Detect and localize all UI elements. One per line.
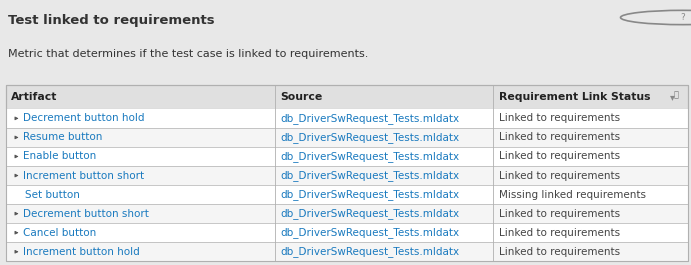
Text: db_DriverSwRequest_Tests.mldatx: db_DriverSwRequest_Tests.mldatx [281,113,460,124]
Text: ▾: ▾ [670,92,675,102]
Text: Linked to requirements: Linked to requirements [499,152,620,161]
Text: Test linked to requirements: Test linked to requirements [8,14,215,27]
Text: db_DriverSwRequest_Tests.mldatx: db_DriverSwRequest_Tests.mldatx [281,208,460,219]
Text: Increment button hold: Increment button hold [23,247,140,257]
Text: Enable button: Enable button [23,152,96,161]
Text: Linked to requirements: Linked to requirements [499,247,620,257]
Text: Increment button short: Increment button short [23,171,144,180]
Text: db_DriverSwRequest_Tests.mldatx: db_DriverSwRequest_Tests.mldatx [281,132,460,143]
Text: Requirement Link Status: Requirement Link Status [499,92,650,102]
FancyBboxPatch shape [6,223,688,242]
Text: db_DriverSwRequest_Tests.mldatx: db_DriverSwRequest_Tests.mldatx [281,246,460,257]
FancyBboxPatch shape [6,242,688,261]
Text: Set button: Set button [25,189,79,200]
Text: Missing linked requirements: Missing linked requirements [499,189,645,200]
FancyBboxPatch shape [6,85,688,109]
Text: Linked to requirements: Linked to requirements [499,228,620,238]
FancyBboxPatch shape [6,109,688,128]
Text: db_DriverSwRequest_Tests.mldatx: db_DriverSwRequest_Tests.mldatx [281,189,460,200]
FancyBboxPatch shape [6,185,688,204]
Text: Source: Source [281,92,323,102]
Text: Linked to requirements: Linked to requirements [499,209,620,219]
Text: Metric that determines if the test case is linked to requirements.: Metric that determines if the test case … [8,49,369,59]
Text: Linked to requirements: Linked to requirements [499,113,620,123]
Text: Cancel button: Cancel button [23,228,96,238]
FancyBboxPatch shape [6,147,688,166]
Text: ?: ? [681,13,685,22]
FancyBboxPatch shape [6,128,688,147]
Text: Resume button: Resume button [23,132,102,142]
FancyBboxPatch shape [6,166,688,185]
Text: Linked to requirements: Linked to requirements [499,171,620,180]
Text: Linked to requirements: Linked to requirements [499,132,620,142]
Text: Artifact: Artifact [11,92,57,102]
Text: Decrement button hold: Decrement button hold [23,113,144,123]
Text: db_DriverSwRequest_Tests.mldatx: db_DriverSwRequest_Tests.mldatx [281,151,460,162]
FancyBboxPatch shape [6,204,688,223]
Text: Decrement button short: Decrement button short [23,209,149,219]
Text: ⚿: ⚿ [674,91,679,100]
Text: db_DriverSwRequest_Tests.mldatx: db_DriverSwRequest_Tests.mldatx [281,227,460,238]
Text: db_DriverSwRequest_Tests.mldatx: db_DriverSwRequest_Tests.mldatx [281,170,460,181]
